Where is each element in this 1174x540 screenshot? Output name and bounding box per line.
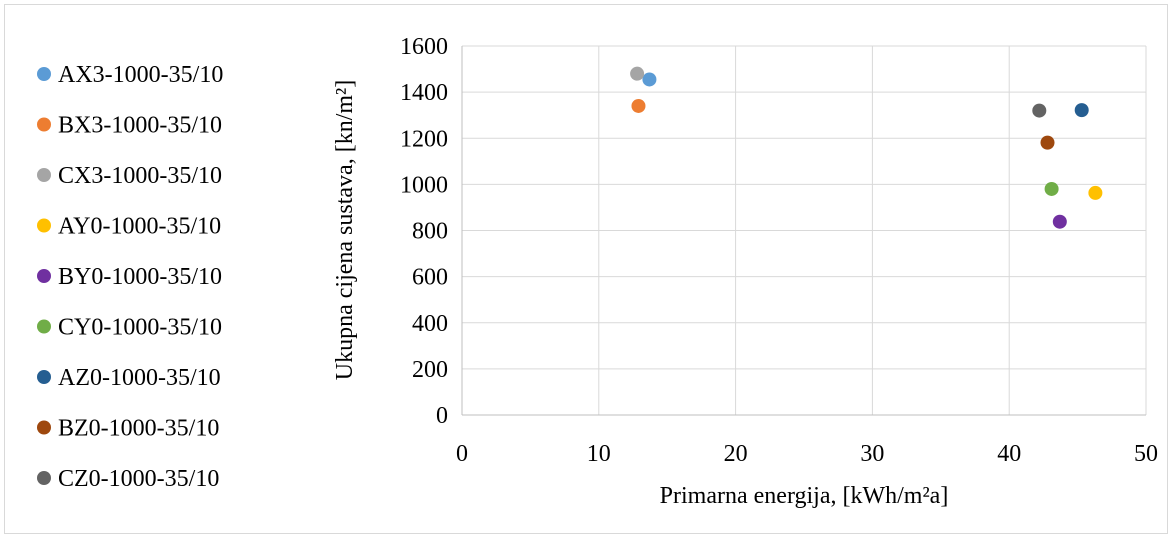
data-point [1040,135,1055,150]
legend-item: BX3-1000-35/10 [37,113,222,139]
legend-marker [37,67,51,81]
legend-marker [37,218,51,233]
y-tick-label: 600 [412,265,448,291]
data-point [631,98,646,113]
y-tick-labels: 0 200 400 600 800 1000 1200 1400 1600 [400,34,448,429]
grid-lines [462,45,1147,415]
data-point [1074,103,1089,118]
legend-item: AY0-1000-35/10 [37,214,221,240]
x-tick-label: 40 [997,441,1021,467]
y-axis-title: Ukupna cijena sustava, [kn/m²] [332,80,358,380]
legend-label: CX3-1000-35/10 [58,163,222,189]
y-tick-label: 200 [412,357,448,383]
axes [461,46,1146,416]
x-tick-label: 10 [587,441,611,467]
data-point [1088,185,1103,200]
legend-item: AZ0-1000-35/10 [37,365,221,391]
legend-marker [37,420,51,435]
legend-item: CZ0-1000-35/10 [37,466,219,492]
legend-label: AX3-1000-35/10 [58,62,223,88]
y-tick-label: 800 [412,219,448,245]
legend-label: BX3-1000-35/10 [58,113,222,139]
legend-marker [37,370,51,384]
y-tick-label: 400 [412,311,448,337]
x-tick-label: 50 [1134,441,1158,467]
legend-marker [37,168,51,182]
legend-label: BZ0-1000-35/10 [58,416,219,442]
legend-marker [37,117,51,132]
data-points [630,66,1103,229]
y-tick-label: 1600 [400,34,448,60]
legend-item: CX3-1000-35/10 [37,163,222,189]
data-point [1044,181,1059,196]
legend-marker [37,471,51,485]
x-tick-label: 0 [456,441,468,467]
legend-item: BZ0-1000-35/10 [37,416,219,442]
legend-item: BY0-1000-35/10 [37,264,222,290]
legend-label: AZ0-1000-35/10 [58,365,221,391]
data-point [630,66,645,81]
data-point [1032,103,1047,118]
legend-marker [37,319,51,334]
legend: AX3-1000-35/10 BX3-1000-35/10 CX3-1000-35/… [37,62,223,492]
legend-marker [37,269,51,283]
x-tick-label: 30 [860,441,884,467]
legend-item: AX3-1000-35/10 [37,62,223,88]
legend-label: CY0-1000-35/10 [58,315,222,341]
legend-label: CZ0-1000-35/10 [58,466,219,492]
legend-label: AY0-1000-35/10 [58,214,221,240]
x-axis-title: Primarna energija, [kWh/m²a] [660,483,949,509]
y-tick-label: 1400 [400,80,448,106]
x-tick-labels: 0 10 20 30 40 50 [456,441,1158,467]
y-tick-label: 1200 [400,126,448,152]
y-tick-label: 1000 [400,172,448,198]
legend-item: CY0-1000-35/10 [37,315,222,341]
data-point [642,72,657,87]
legend-label: BY0-1000-35/10 [58,264,222,290]
x-tick-label: 20 [724,441,748,467]
y-tick-label: 0 [436,403,448,429]
data-point [1052,214,1067,229]
